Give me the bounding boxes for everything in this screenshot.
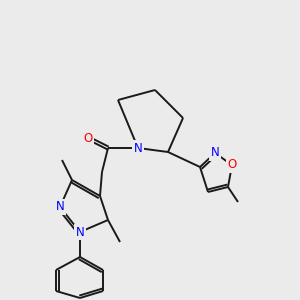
Text: O: O [227,158,237,172]
Text: N: N [76,226,84,238]
Text: N: N [211,146,219,160]
Text: N: N [134,142,142,154]
Text: O: O [83,131,93,145]
Text: N: N [56,200,64,214]
